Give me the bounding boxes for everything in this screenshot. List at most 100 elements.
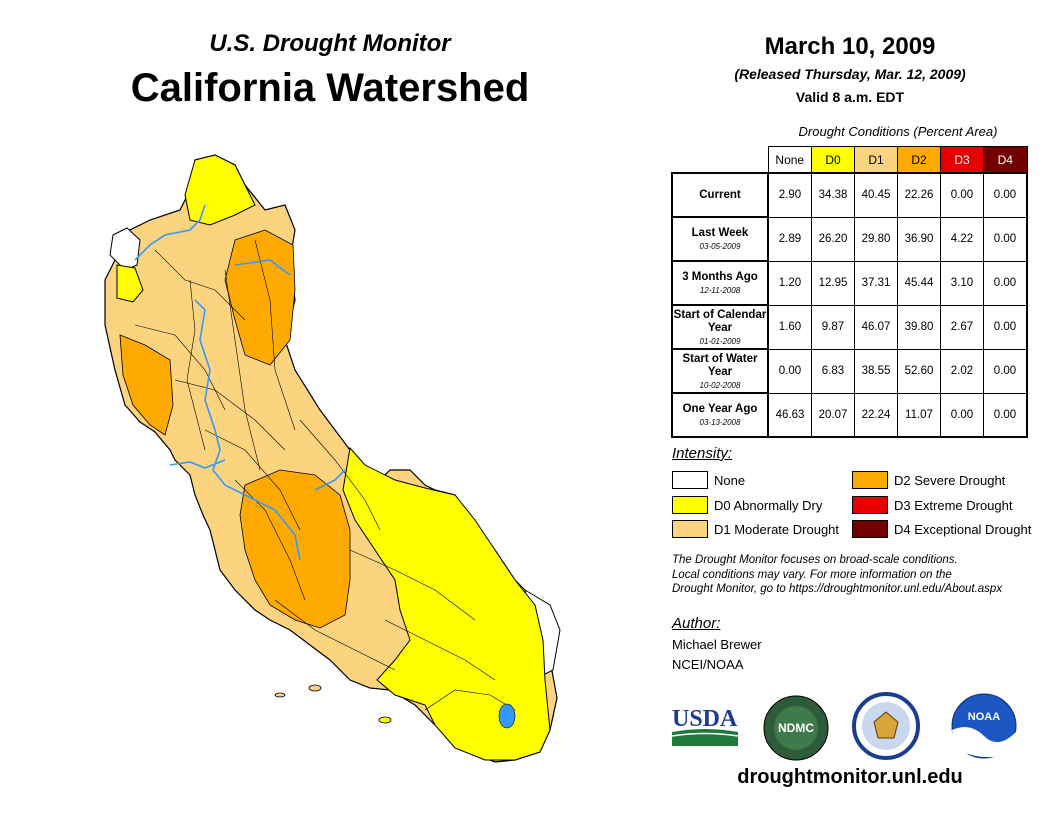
column-header-none: None <box>767 146 812 174</box>
legend-swatch <box>672 520 708 538</box>
table-cell: 22.26 <box>897 172 941 218</box>
legend-label: D3 Extreme Drought <box>894 497 1013 513</box>
info-note: The Drought Monitor focuses on broad-sca… <box>672 553 1042 597</box>
table-cell: 0.00 <box>940 172 984 218</box>
table-row: Start of Water Year 10-02-2008 0.00 6.83 38.… <box>671 348 1028 394</box>
table-cell: 52.60 <box>897 348 941 394</box>
row-label-date: 03-05-2009 <box>699 242 741 251</box>
table-cell: 38.55 <box>854 348 898 394</box>
rivers <box>134 204 346 561</box>
row-label-text: Start of Calendar Year <box>673 308 767 334</box>
table-cell: 29.80 <box>854 216 898 262</box>
row-label-text: One Year Ago <box>682 403 758 415</box>
table-cell: 4.22 <box>940 216 984 262</box>
valid-time: Valid 8 a.m. EDT <box>795 89 905 105</box>
note-line-3: Drought Monitor, go to https://droughtmo… <box>672 583 1003 595</box>
map-region-d2-central <box>239 469 351 629</box>
row-label: Start of Water Year 10-02-2008 <box>671 348 769 394</box>
column-header-d0: D0 <box>811 146 855 174</box>
california-drought-map <box>104 154 561 763</box>
note-line-1: The Drought Monitor focuses on broad-sca… <box>672 554 958 566</box>
table-cell: 34.38 <box>811 172 855 218</box>
table-row: Start of Calendar Year 01-01-2009 1.60 9.87… <box>671 304 1028 350</box>
drought-conditions-table: None D0 D1 D2 D3 D4 Current 2.90 34.38 40.45 22.2… <box>671 146 1028 438</box>
noaa-logo-text: NOAA <box>968 711 1000 723</box>
map-title: California Watershed <box>130 66 530 110</box>
author-title: Author: <box>672 615 721 632</box>
row-label-date: 10-02-2008 <box>699 380 741 390</box>
row-label-text: Current <box>699 188 741 201</box>
table-cell: 40.45 <box>854 172 898 218</box>
table-cell: 9.87 <box>811 304 855 350</box>
table-cell: 2.90 <box>767 172 812 218</box>
legend-label: D4 Exceptional Drought <box>894 521 1032 537</box>
note-line-2: Local conditions may vary. For more info… <box>672 568 952 581</box>
row-label: Start of Calendar Year 01-01-2009 <box>671 304 769 350</box>
table-cell: 46.63 <box>767 392 812 438</box>
table-cell: 46.07 <box>854 304 898 350</box>
table-row: One Year Ago 03-13-2008 46.63 20.07 22.24 11.… <box>671 392 1028 438</box>
row-label-text: Last Week <box>691 227 749 239</box>
row-label-date: 03-13-2008 <box>699 418 741 427</box>
table-cell: 39.80 <box>897 304 941 350</box>
legend-swatch <box>852 496 888 514</box>
usda-logo: USDA <box>671 706 739 746</box>
table-cell: 0.00 <box>767 348 812 394</box>
column-header-d2: D2 <box>897 146 941 174</box>
legend-swatch <box>672 496 708 514</box>
footer-url[interactable]: droughtmonitor.unl.edu <box>737 766 963 788</box>
legend-label: D2 Severe Drought <box>894 472 1006 488</box>
author-org: NCEI/NOAA <box>672 657 744 672</box>
row-label: One Year Ago 03-13-2008 <box>671 392 769 438</box>
legend-item: D3 Extreme Drought <box>852 496 1013 514</box>
table-cell: 0.00 <box>983 392 1028 438</box>
map-region-d0-east <box>342 446 551 761</box>
table-cell: 2.67 <box>940 304 984 350</box>
table-cell: 20.07 <box>811 392 855 438</box>
table-header-row: None D0 D1 D2 D3 D4 <box>672 146 1028 174</box>
column-header-d1: D1 <box>854 146 898 174</box>
commerce-seal <box>852 692 920 760</box>
ndmc-logo: NDMC <box>763 695 829 761</box>
map-region-d0-north <box>184 154 256 226</box>
table-cell: 0.00 <box>983 172 1028 218</box>
legend-title: Intensity: <box>672 445 733 462</box>
author-name: Michael Brewer <box>672 637 762 652</box>
table-caption: Drought Conditions (Percent Area) <box>798 124 998 139</box>
table-cell: 12.95 <box>811 260 855 306</box>
map-region-d0-nw <box>116 264 144 303</box>
channel-islands <box>274 684 392 724</box>
table-corner <box>672 147 768 174</box>
legend-item: D4 Exceptional Drought <box>852 520 1031 538</box>
legend-item: D0 Abnormally Dry <box>672 496 822 514</box>
table-cell: 37.31 <box>854 260 898 306</box>
column-header-d3: D3 <box>940 146 984 174</box>
table-cell: 0.00 <box>983 304 1028 350</box>
legend-swatch <box>852 520 888 538</box>
table-row: Last Week 03-05-2009 2.89 26.20 29.80 36.90 4.… <box>671 216 1028 262</box>
table-cell: 45.44 <box>897 260 941 306</box>
table-cell: 11.07 <box>897 392 941 438</box>
table-cell: 22.24 <box>854 392 898 438</box>
legend-swatch <box>672 471 708 489</box>
legend-item: D1 Moderate Drought <box>672 520 839 538</box>
legend-label: None <box>714 472 746 488</box>
table-cell: 0.00 <box>983 216 1028 262</box>
release-date: (Released Thursday, Mar. 12, 2009) <box>734 66 966 82</box>
lake <box>498 703 516 729</box>
table-cell: 0.00 <box>940 392 984 438</box>
ndmc-logo-text: NDMC <box>778 721 814 735</box>
legend-swatch <box>852 471 888 489</box>
table-cell: 3.10 <box>940 260 984 306</box>
row-label-text: 3 Months Ago <box>682 271 758 283</box>
legend-label: D1 Moderate Drought <box>714 521 840 537</box>
table-cell: 0.00 <box>983 260 1028 306</box>
legend-label: D0 Abnormally Dry <box>714 497 823 513</box>
table-cell: 26.20 <box>811 216 855 262</box>
map-date: March 10, 2009 <box>764 33 936 60</box>
column-header-d4: D4 <box>983 146 1028 174</box>
table-cell: 1.20 <box>767 260 812 306</box>
table-row: 3 Months Ago 12-11-2008 1.20 12.95 37.31 45.4… <box>671 260 1028 306</box>
table-cell: 2.89 <box>767 216 812 262</box>
table-cell: 36.90 <box>897 216 941 262</box>
